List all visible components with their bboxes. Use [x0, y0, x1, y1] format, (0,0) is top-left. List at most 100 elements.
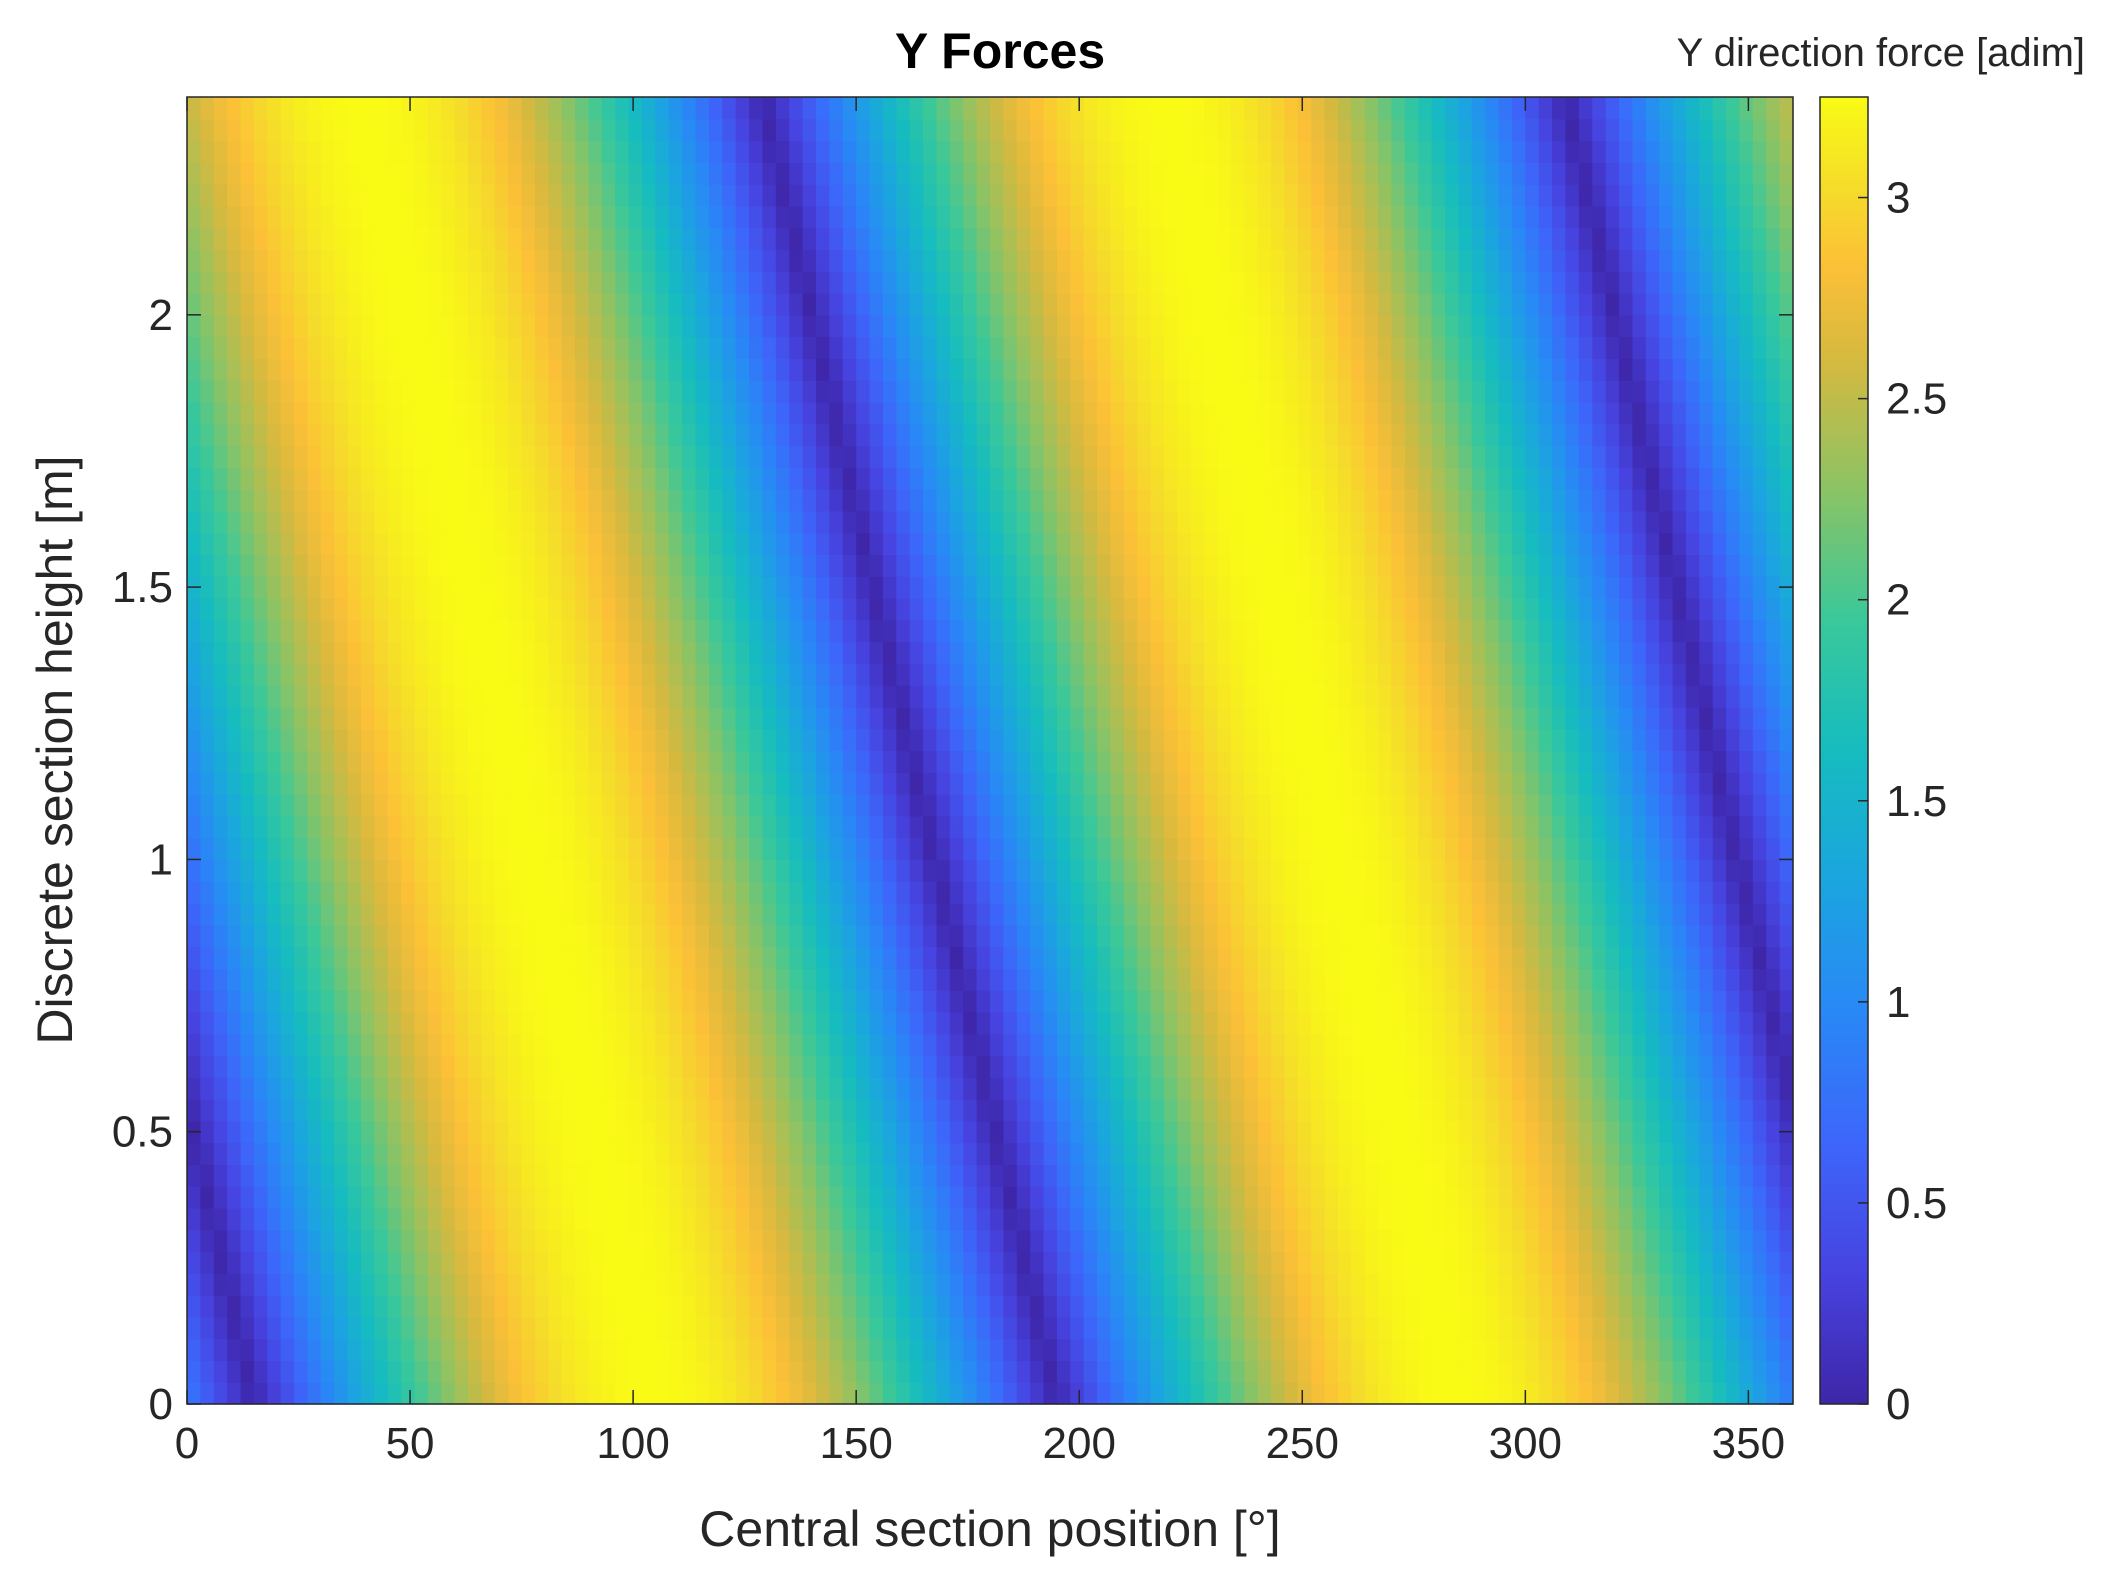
heatmap-cell	[842, 641, 857, 664]
heatmap-cell	[1284, 1120, 1299, 1144]
heatmap-cell	[829, 1360, 844, 1383]
heatmap-cell	[896, 1055, 911, 1078]
heatmap-cell	[494, 837, 509, 861]
heatmap-cell	[1431, 794, 1446, 817]
heatmap-cell	[494, 1099, 509, 1122]
heatmap-cell	[1431, 728, 1446, 752]
heatmap-cell	[949, 641, 964, 664]
heatmap-cell	[695, 902, 710, 926]
heatmap-cell	[1538, 1011, 1553, 1035]
heatmap-cell	[1578, 576, 1593, 599]
heatmap-cell	[802, 1142, 817, 1165]
heatmap-cell	[1070, 1164, 1085, 1187]
heatmap-cell	[240, 1077, 255, 1100]
heatmap-cell	[307, 1164, 322, 1187]
heatmap-cell	[802, 706, 817, 730]
heatmap-cell	[1511, 1099, 1526, 1122]
heatmap-cell	[1123, 946, 1138, 969]
heatmap-cell	[1204, 1273, 1219, 1296]
heatmap-cell	[240, 1099, 255, 1122]
heatmap-cell	[1431, 772, 1446, 795]
heatmap-cell	[561, 1142, 576, 1165]
heatmap-cell	[976, 1099, 991, 1122]
heatmap-cell	[1404, 641, 1419, 664]
heatmap-cell	[1297, 1164, 1312, 1187]
heatmap-cell	[1552, 1099, 1567, 1122]
heatmap-cell	[213, 1055, 228, 1078]
heatmap-cell	[1766, 706, 1781, 730]
heatmap-cell	[1712, 1273, 1727, 1296]
heatmap-cell	[374, 1099, 389, 1122]
heatmap-cell	[1779, 924, 1794, 948]
heatmap-cell	[1404, 794, 1419, 817]
heatmap-cell	[1177, 1077, 1192, 1100]
heatmap-cell	[1391, 924, 1406, 948]
heatmap-cell	[923, 728, 938, 752]
heatmap-cell	[1525, 990, 1540, 1013]
heatmap-cell	[1699, 619, 1714, 643]
heatmap-cell	[294, 1229, 309, 1253]
heatmap-cell	[227, 1338, 242, 1362]
heatmap-cell	[360, 706, 375, 730]
heatmap-cell	[1619, 1229, 1633, 1253]
heatmap-cell	[1337, 576, 1352, 599]
heatmap-cell	[1070, 576, 1085, 599]
heatmap-cell	[976, 794, 991, 817]
heatmap-cell	[561, 1077, 576, 1100]
heatmap-cell	[829, 1316, 844, 1340]
heatmap-cell	[1699, 1164, 1714, 1187]
heatmap-cell	[1779, 1338, 1794, 1362]
heatmap-cell	[334, 489, 349, 512]
heatmap-cell	[387, 1033, 402, 1057]
heatmap-cell	[481, 837, 496, 861]
heatmap-cell	[1619, 663, 1633, 686]
heatmap-cell	[923, 1077, 938, 1100]
heatmap-cell	[936, 1164, 951, 1187]
heatmap-cell	[1030, 968, 1045, 991]
heatmap-cell	[1712, 990, 1727, 1013]
heatmap-cell	[200, 1316, 215, 1340]
heatmap-cell	[320, 489, 335, 512]
heatmap-cell	[882, 510, 897, 534]
heatmap-cell	[414, 924, 429, 948]
heatmap-cell	[655, 1033, 670, 1057]
heatmap-cell	[1190, 598, 1205, 621]
heatmap-cell	[360, 1186, 375, 1209]
heatmap-cell	[1685, 772, 1700, 795]
heatmap-cell	[1150, 1077, 1165, 1100]
heatmap-cell	[990, 1273, 1004, 1296]
heatmap-cell	[1659, 532, 1674, 556]
heatmap-cell	[1485, 619, 1500, 643]
heatmap-cell	[963, 1120, 978, 1144]
heatmap-cell	[775, 924, 790, 948]
heatmap-cell	[454, 1273, 469, 1296]
heatmap-cell	[1244, 902, 1259, 926]
heatmap-cell	[374, 728, 389, 752]
heatmap-cell	[1190, 968, 1205, 991]
heatmap-cell	[1752, 902, 1767, 926]
heatmap-cell	[1418, 663, 1433, 686]
heatmap-cell	[909, 1055, 924, 1078]
heatmap-cell	[615, 794, 630, 817]
heatmap-cell	[615, 1229, 630, 1253]
heatmap-cell	[1163, 663, 1178, 686]
heatmap-cell	[1578, 554, 1593, 577]
heatmap-cell	[1431, 815, 1446, 839]
heatmap-cell	[923, 598, 938, 621]
heatmap-cell	[735, 532, 750, 556]
heatmap-cell	[240, 598, 255, 621]
heatmap-cell	[949, 619, 964, 643]
heatmap-cell	[1619, 1382, 1633, 1405]
heatmap-cell	[1739, 1338, 1754, 1362]
heatmap-cell	[387, 815, 402, 839]
heatmap-cell	[601, 532, 616, 556]
heatmap-cell	[762, 598, 777, 621]
heatmap-cell	[387, 706, 402, 730]
heatmap-cell	[1685, 554, 1700, 577]
heatmap-cell	[1083, 728, 1098, 752]
heatmap-cell	[374, 946, 389, 969]
heatmap-cell	[762, 1360, 777, 1383]
heatmap-cell	[1632, 685, 1647, 708]
heatmap-cell	[722, 489, 737, 512]
heatmap-cell	[588, 1099, 603, 1122]
